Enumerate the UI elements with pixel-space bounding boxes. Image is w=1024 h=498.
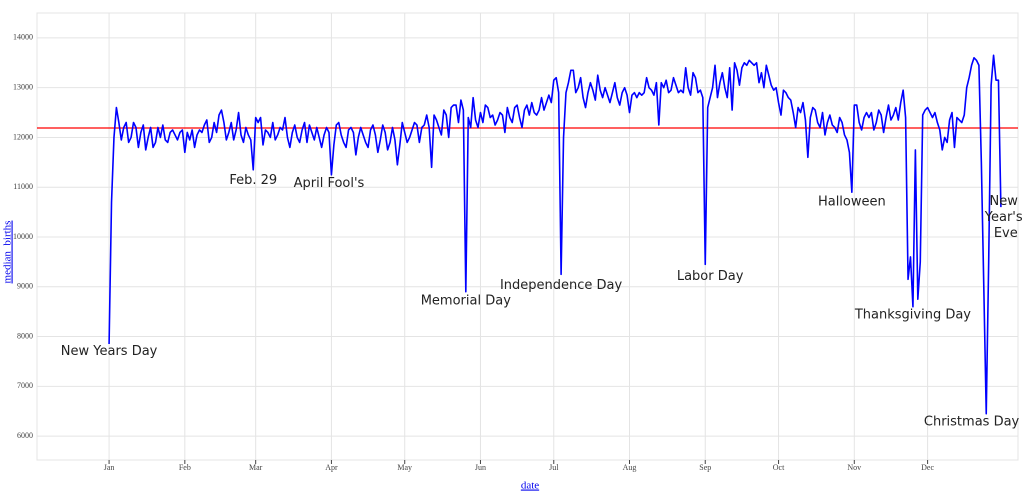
y-tick-label: 10000 [13, 232, 33, 241]
annotation: Thanksgiving Day [854, 308, 971, 323]
annotation-line: New [990, 194, 1023, 209]
annotation-line: Eve [994, 226, 1018, 241]
annotation: Halloween [818, 195, 886, 210]
annotation: Memorial Day [421, 294, 511, 309]
x-tick-label: Jul [549, 463, 559, 472]
annotation: Labor Day [677, 269, 744, 284]
x-tick-label: Oct [773, 463, 785, 472]
annotation: New Years Day [61, 344, 158, 359]
y-axis-title: median_births [2, 221, 14, 284]
x-tick-label: Nov [847, 463, 861, 472]
y-tick-label: 9000 [17, 282, 33, 291]
annotation-line: Year's [984, 210, 1024, 225]
y-tick-label: 8000 [17, 331, 33, 340]
annotation: Independence Day [500, 278, 623, 293]
x-tick-label: Jan [104, 463, 115, 472]
line-series [108, 54, 1002, 415]
x-axis-title: date [521, 480, 539, 492]
x-tick-label: Jun [475, 463, 486, 472]
x-tick-label: Apr [325, 463, 338, 472]
annotation: April Fool's [294, 176, 365, 191]
y-tick-label: 12000 [13, 132, 33, 141]
x-tick-label: May [397, 463, 412, 472]
annotation: Feb. 29 [229, 173, 277, 188]
x-tick-label: Aug [623, 463, 637, 472]
annotation: Christmas Day [924, 415, 1020, 430]
annotation: New Year's Eve [984, 194, 1024, 241]
x-tick-label: Dec [921, 463, 934, 472]
y-tick-label: 13000 [13, 82, 33, 91]
x-tick-label: Mar [249, 463, 263, 472]
x-tick-label: Feb [179, 463, 191, 472]
x-tick-label: Sep [699, 463, 711, 472]
y-tick-label: 6000 [17, 431, 33, 440]
y-tick-label: 11000 [13, 182, 33, 191]
y-tick-label: 14000 [13, 33, 33, 42]
y-tick-label: 7000 [17, 381, 33, 390]
